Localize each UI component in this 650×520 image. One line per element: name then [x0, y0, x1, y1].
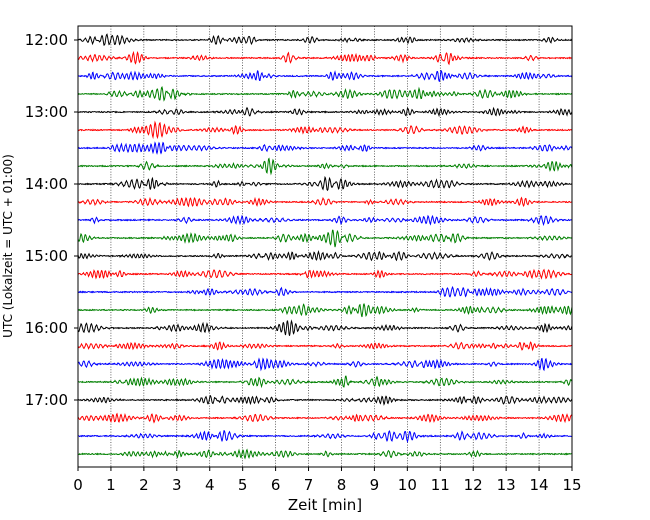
x-axis: 0 1 2 3 4 5 6 7 8 9 10 11 12 13 14 15: [73, 467, 582, 494]
trace-line: [77, 375, 573, 389]
x-tick-label: 2: [139, 476, 149, 494]
trace-line: [77, 229, 573, 248]
trace-line: [77, 157, 573, 176]
y-tick-label: 15:00: [25, 247, 68, 265]
y-tick-label: 17:00: [25, 391, 68, 409]
x-tick-label: 9: [370, 476, 380, 494]
trace-line: [77, 106, 573, 118]
x-grid: [110, 26, 540, 467]
trace-line: [77, 250, 573, 262]
trace-line: [77, 412, 573, 424]
trace-line: [77, 357, 573, 372]
x-tick-label: 7: [304, 476, 314, 494]
trace-line: [77, 285, 573, 298]
x-axis-label: Zeit [min]: [288, 496, 362, 514]
x-tick-label: 13: [497, 476, 516, 494]
x-tick-label: 0: [73, 476, 83, 494]
trace-line: [77, 175, 573, 192]
traces-group: [77, 33, 573, 460]
trace-line: [77, 120, 573, 140]
trace-line: [77, 341, 573, 352]
x-tick-label: 11: [431, 476, 450, 494]
trace-line: [77, 50, 573, 66]
y-tick-label: 12:00: [25, 31, 68, 49]
trace-line: [77, 319, 573, 336]
trace-line: [77, 395, 573, 406]
y-tick-label: 13:00: [25, 103, 68, 121]
x-tick-label: 5: [238, 476, 248, 494]
y-tick-label: 16:00: [25, 319, 68, 337]
x-tick-label: 15: [562, 476, 581, 494]
trace-line: [77, 268, 573, 280]
trace-line: [77, 33, 573, 46]
trace-line: [77, 86, 573, 102]
y-axis-label: UTC (Lokalzeit = UTC + 01:00): [1, 154, 15, 338]
x-tick-label: 12: [464, 476, 483, 494]
x-tick-label: 10: [398, 476, 417, 494]
x-tick-label: 14: [530, 476, 549, 494]
x-tick-label: 3: [172, 476, 182, 494]
trace-line: [77, 70, 573, 83]
x-tick-label: 8: [337, 476, 347, 494]
y-tick-label: 14:00: [25, 175, 68, 193]
y-axis: 12:00 13:00 14:00 15:00 16:00 17:00: [25, 31, 78, 409]
trace-line: [77, 141, 573, 155]
trace-line: [77, 196, 573, 208]
trace-line: [77, 302, 573, 318]
x-tick-label: 6: [271, 476, 281, 494]
x-tick-label: 4: [205, 476, 215, 494]
trace-line: [77, 214, 573, 227]
x-tick-label: 1: [106, 476, 116, 494]
plot-frame: [77, 25, 573, 468]
trace-line: [77, 430, 573, 444]
trace-line: [77, 448, 573, 460]
